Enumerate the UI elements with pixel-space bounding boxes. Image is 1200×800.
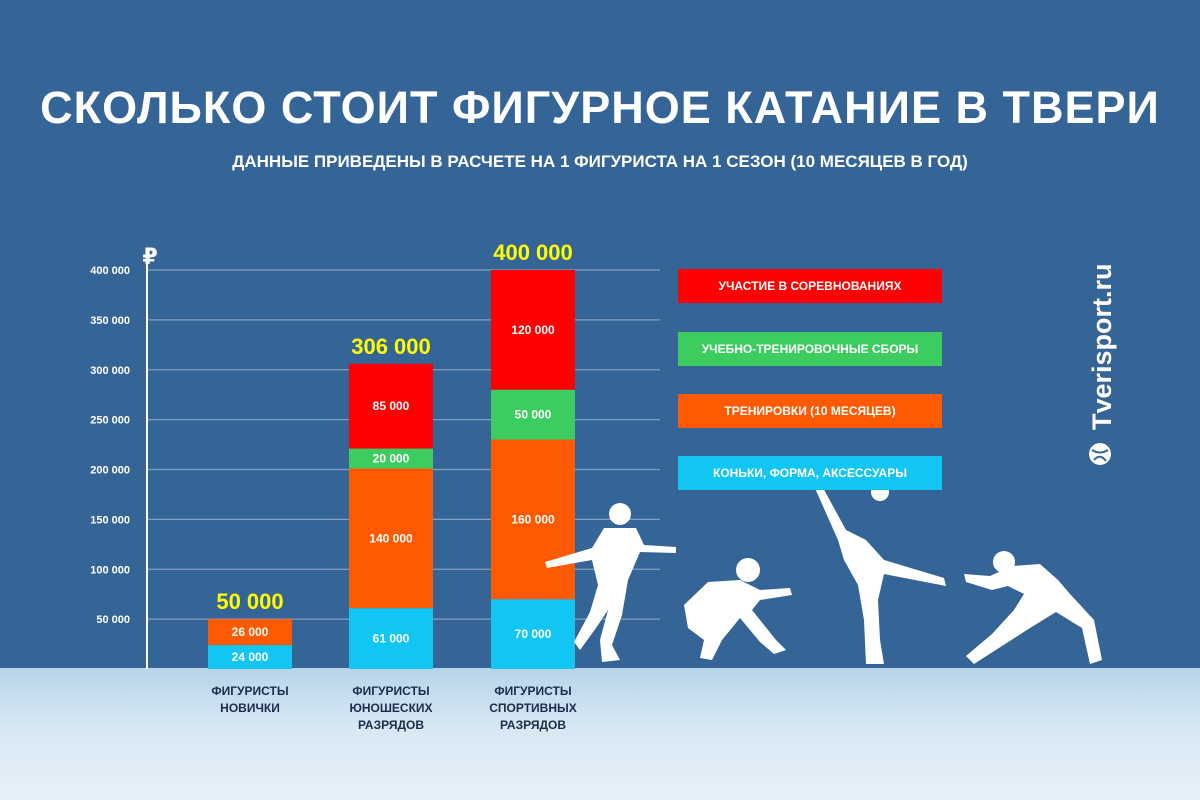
y-tick-label: 50 000 bbox=[96, 614, 130, 626]
bar-segment bbox=[491, 599, 575, 669]
total-label: 306 000 bbox=[351, 334, 431, 359]
y-tick-label: 250 000 bbox=[90, 415, 130, 427]
y-tick-label: 100 000 bbox=[90, 564, 130, 576]
watermark-text: Tverisport.ru bbox=[1087, 263, 1117, 430]
bar-segment bbox=[491, 439, 575, 600]
y-tick-label: 150 000 bbox=[90, 514, 130, 526]
ball-icon bbox=[1089, 443, 1111, 465]
legend-item-equipment: КОНЬКИ, ФОРМА, АКСЕССУАРЫ bbox=[678, 456, 942, 490]
skater-silhouettes bbox=[545, 483, 1102, 664]
category-label: НОВИЧКИ bbox=[220, 701, 280, 715]
category-label: ФИГУРИСТЫ bbox=[494, 684, 571, 698]
bar-segment bbox=[208, 645, 292, 669]
category-label: РАЗРЯДОВ bbox=[500, 718, 566, 732]
skater-silhouette-4 bbox=[964, 551, 1102, 664]
total-label: 50 000 bbox=[216, 589, 283, 614]
category-label: ЮНОШЕСКИХ bbox=[349, 701, 432, 715]
data-label: 24 000 bbox=[232, 650, 269, 664]
skater-silhouette-1 bbox=[545, 503, 676, 662]
total-label: 400 000 bbox=[493, 240, 573, 265]
bars bbox=[208, 270, 575, 669]
data-label: 85 000 bbox=[373, 399, 410, 413]
bar-segment bbox=[491, 389, 575, 440]
y-tick-label: 200 000 bbox=[90, 465, 130, 477]
watermark: Tverisport.ru bbox=[1050, 263, 1160, 480]
category-label: ФИГУРИСТЫ bbox=[352, 684, 429, 698]
data-label: 26 000 bbox=[232, 625, 269, 639]
bar-segment bbox=[208, 619, 292, 646]
legend-item-trainings: ТРЕНИРОВКИ (10 МЕСЯЦЕВ) bbox=[678, 394, 942, 428]
bar-segment bbox=[349, 448, 433, 469]
data-label: 61 000 bbox=[373, 632, 410, 646]
legend-item-training-camps: УЧЕБНО-ТРЕНИРОВОЧНЫЕ СБОРЫ bbox=[678, 332, 942, 366]
data-label: 70 000 bbox=[515, 627, 552, 641]
bar-segment bbox=[349, 363, 433, 449]
ice-floor bbox=[0, 668, 1200, 800]
data-label: 140 000 bbox=[369, 531, 413, 545]
skater-silhouette-3 bbox=[814, 483, 946, 664]
bar-segment bbox=[491, 270, 575, 390]
category-label: РАЗРЯДОВ bbox=[358, 718, 424, 732]
bar-segment bbox=[349, 468, 433, 609]
y-tick-label: 300 000 bbox=[90, 365, 130, 377]
category-label: ФИГУРИСТЫ bbox=[211, 684, 288, 698]
y-tick-label: 350 000 bbox=[90, 315, 130, 327]
chart-labels: 50 000 100 000 150 000 200 000 250 000 300 00… bbox=[90, 240, 577, 732]
data-label: 50 000 bbox=[515, 408, 552, 422]
data-label: 160 000 bbox=[511, 512, 555, 526]
bar-segment bbox=[349, 608, 433, 669]
data-label: 20 000 bbox=[373, 452, 410, 466]
chart-subtitle: ДАННЫЕ ПРИВЕДЕНЫ В РАСЧЕТЕ НА 1 ФИГУРИСТ… bbox=[232, 152, 968, 171]
legend-item-competitions: УЧАСТИЕ В СОРЕВНОВАНИЯХ bbox=[678, 269, 942, 303]
chart-title: СКОЛЬКО СТОИТ ФИГУРНОЕ КАТАНИЕ В ТВЕРИ bbox=[40, 82, 1160, 133]
y-axis-label: ₽ bbox=[142, 245, 157, 270]
data-label: 120 000 bbox=[511, 323, 555, 337]
y-tick-label: 400 000 bbox=[90, 265, 130, 277]
category-label: СПОРТИВНЫХ bbox=[489, 701, 577, 715]
skater-silhouette-2 bbox=[684, 558, 792, 660]
